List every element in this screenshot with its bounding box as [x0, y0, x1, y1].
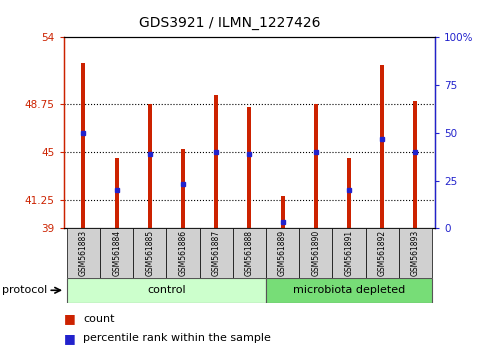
Bar	[147, 104, 151, 228]
FancyBboxPatch shape	[232, 228, 265, 278]
Bar	[81, 63, 85, 228]
FancyBboxPatch shape	[299, 228, 332, 278]
Text: GSM561886: GSM561886	[178, 230, 187, 276]
Text: ■: ■	[63, 312, 75, 325]
Bar	[412, 101, 416, 228]
Bar	[280, 196, 284, 228]
Text: GSM561887: GSM561887	[211, 230, 220, 276]
Bar	[379, 65, 384, 228]
FancyBboxPatch shape	[166, 228, 199, 278]
FancyBboxPatch shape	[67, 278, 265, 303]
FancyBboxPatch shape	[265, 228, 299, 278]
Bar	[247, 107, 251, 228]
Text: GSM561883: GSM561883	[79, 230, 88, 276]
Text: GDS3921 / ILMN_1227426: GDS3921 / ILMN_1227426	[139, 16, 320, 30]
Text: GSM561892: GSM561892	[377, 230, 386, 276]
Text: GSM561888: GSM561888	[244, 230, 253, 276]
FancyBboxPatch shape	[365, 228, 398, 278]
Text: protocol: protocol	[2, 285, 48, 295]
Text: count: count	[83, 314, 114, 324]
Text: microbiota depleted: microbiota depleted	[292, 285, 404, 295]
Text: GSM561884: GSM561884	[112, 230, 121, 276]
Text: GSM561889: GSM561889	[278, 230, 286, 276]
Text: GSM561885: GSM561885	[145, 230, 154, 276]
Bar	[313, 104, 317, 228]
Text: ■: ■	[63, 332, 75, 344]
FancyBboxPatch shape	[332, 228, 365, 278]
Text: control: control	[147, 285, 185, 295]
Text: GSM561893: GSM561893	[410, 230, 419, 276]
FancyBboxPatch shape	[67, 228, 100, 278]
FancyBboxPatch shape	[398, 228, 431, 278]
FancyBboxPatch shape	[199, 228, 232, 278]
Bar	[181, 149, 184, 228]
FancyBboxPatch shape	[100, 228, 133, 278]
FancyBboxPatch shape	[265, 278, 431, 303]
Text: GSM561891: GSM561891	[344, 230, 353, 276]
Bar	[114, 158, 119, 228]
Text: GSM561890: GSM561890	[311, 230, 320, 276]
Bar	[346, 158, 350, 228]
Bar	[214, 95, 218, 228]
Text: percentile rank within the sample: percentile rank within the sample	[83, 333, 270, 343]
FancyBboxPatch shape	[133, 228, 166, 278]
